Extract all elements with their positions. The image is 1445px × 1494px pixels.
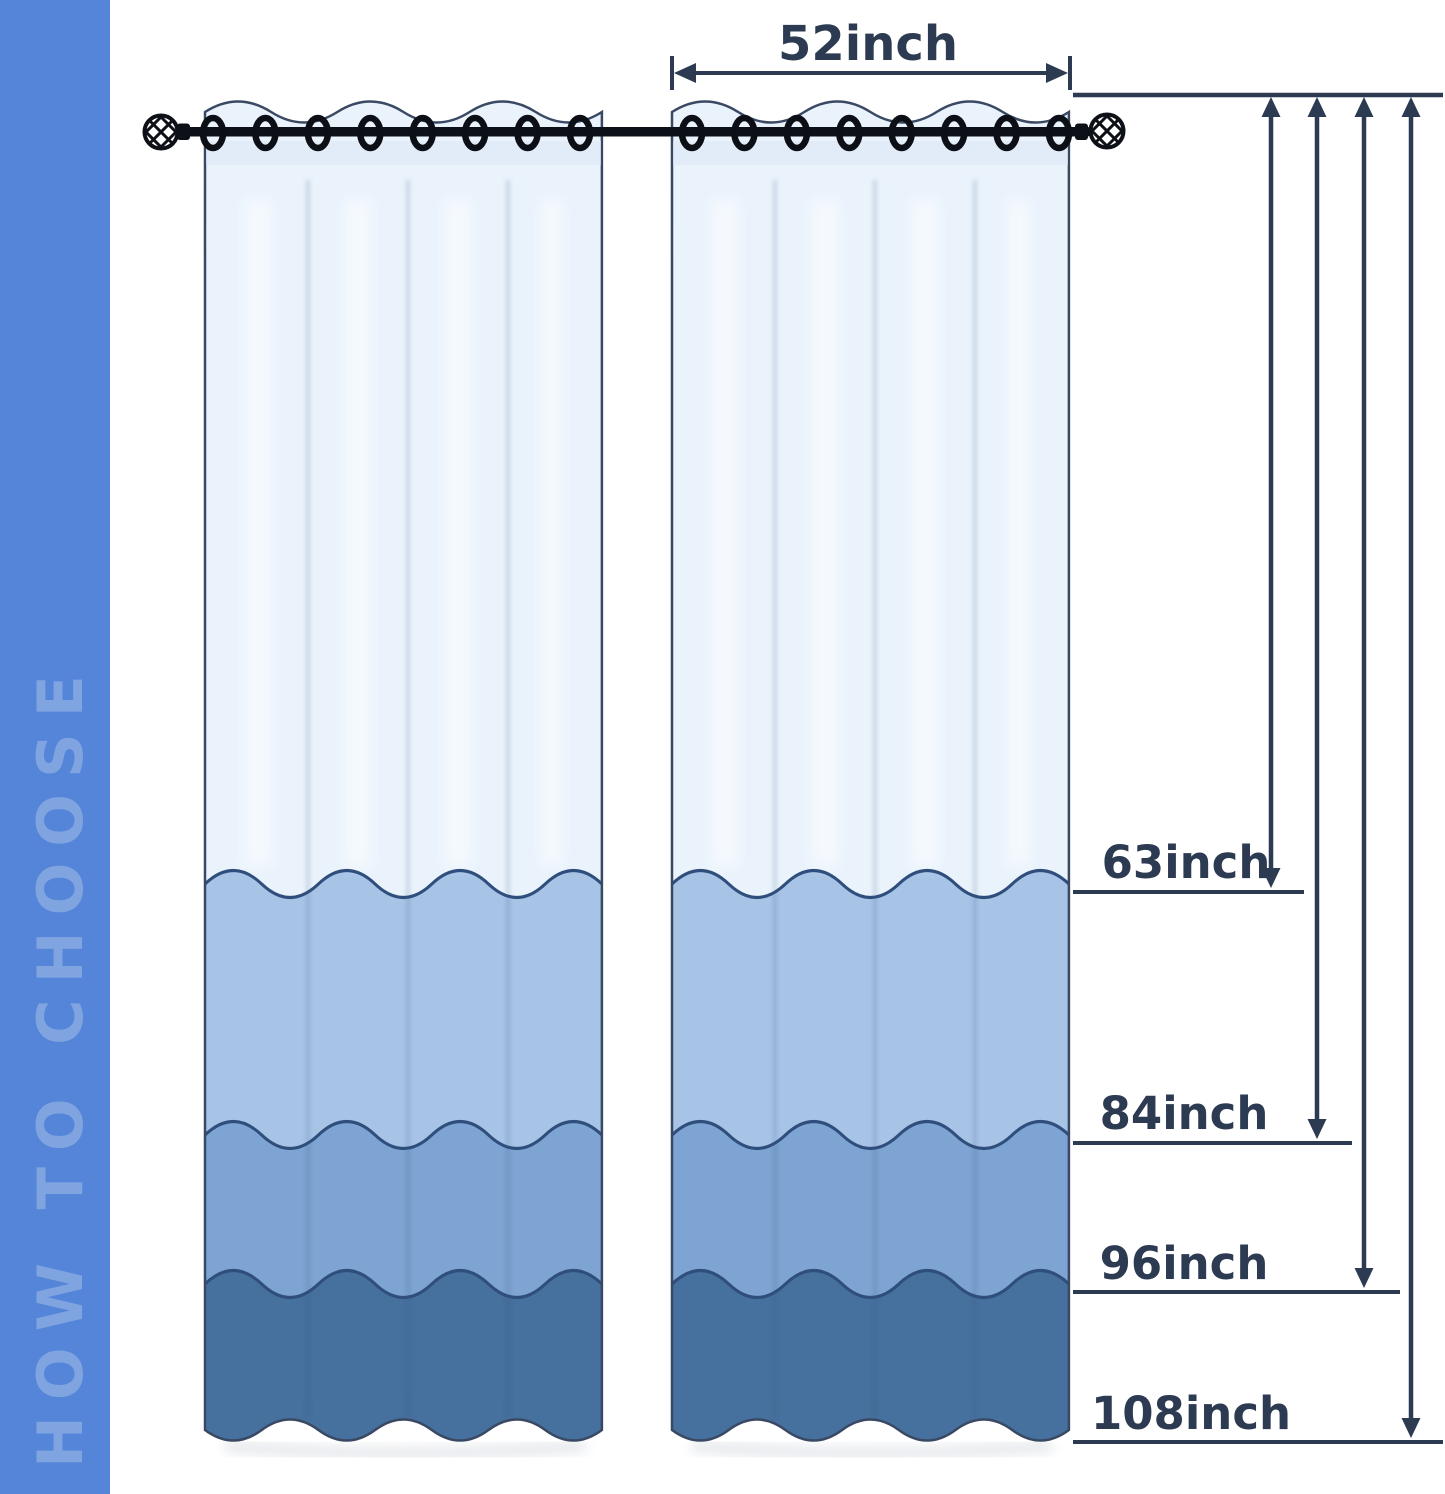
right-curtain-panel	[670, 100, 1071, 1442]
grommet	[409, 114, 436, 152]
grommet	[940, 114, 968, 152]
length-label-108: 108inch	[1091, 1387, 1291, 1440]
length-dimension-108: 108inch	[1073, 97, 1443, 1444]
grommet	[199, 114, 227, 152]
left-wave-boundaries	[203, 869, 603, 1299]
arrowhead-up-icon	[1401, 97, 1421, 117]
left-rod-pocket-strip	[206, 141, 601, 165]
grommet	[783, 114, 811, 152]
arrowhead-down-icon	[1307, 1119, 1327, 1139]
grommet	[888, 114, 915, 152]
grommet	[252, 114, 279, 152]
width-label: 52inch	[778, 16, 958, 72]
length-dimension-96: 96inch	[1073, 97, 1400, 1294]
left-panel-outline	[203, 100, 604, 1442]
length-dimensions: 63inch 84inch 96inch	[1073, 92, 1443, 1444]
grommet	[514, 114, 541, 152]
length-label-96: 96inch	[1100, 1237, 1269, 1290]
grommets-right	[678, 114, 1073, 152]
left-band-top	[204, 101, 602, 898]
arrowhead-left-icon	[674, 63, 696, 83]
grommet	[566, 114, 594, 152]
grommet	[993, 114, 1020, 152]
grommet	[1045, 114, 1073, 152]
arrowhead-down-icon	[1354, 1268, 1374, 1288]
rod-collar-left	[177, 123, 190, 140]
rod-bar	[183, 127, 1092, 137]
arrowhead-up-icon	[1354, 97, 1374, 117]
arrowhead-up-icon	[1307, 97, 1327, 117]
grommet	[304, 114, 332, 152]
right-fold-highlights	[712, 180, 1030, 1418]
rod-collar-right	[1075, 123, 1088, 140]
right-band-top	[671, 101, 1069, 898]
width-dimension: 52inch	[670, 16, 1072, 90]
right-panel-outline	[670, 100, 1071, 1442]
grommet	[357, 114, 384, 152]
arrowhead-down-icon	[1261, 868, 1281, 888]
right-wave-boundaries	[670, 869, 1070, 1299]
left-curtain-panel	[203, 100, 604, 1442]
grommet	[731, 114, 758, 152]
length-label-63: 63inch	[1102, 836, 1271, 889]
right-finial-icon	[1088, 112, 1126, 150]
length-dimension-84: 84inch	[1073, 97, 1352, 1145]
grommets-left	[199, 114, 594, 152]
left-fold-highlights	[245, 180, 563, 1418]
arrowhead-down-icon	[1401, 1418, 1421, 1438]
grommet	[836, 114, 863, 152]
grommet	[678, 114, 706, 152]
arrowhead-right-icon	[1046, 63, 1068, 83]
left-finial-icon	[142, 113, 180, 151]
sidebar: HOW TO CHOOSE	[0, 0, 110, 1494]
arrowhead-up-icon	[1261, 97, 1281, 117]
length-label-84: 84inch	[1100, 1087, 1269, 1140]
grommet	[461, 114, 489, 152]
curtain-shadow	[224, 1441, 1053, 1458]
length-dimension-63: 63inch	[1073, 97, 1304, 894]
